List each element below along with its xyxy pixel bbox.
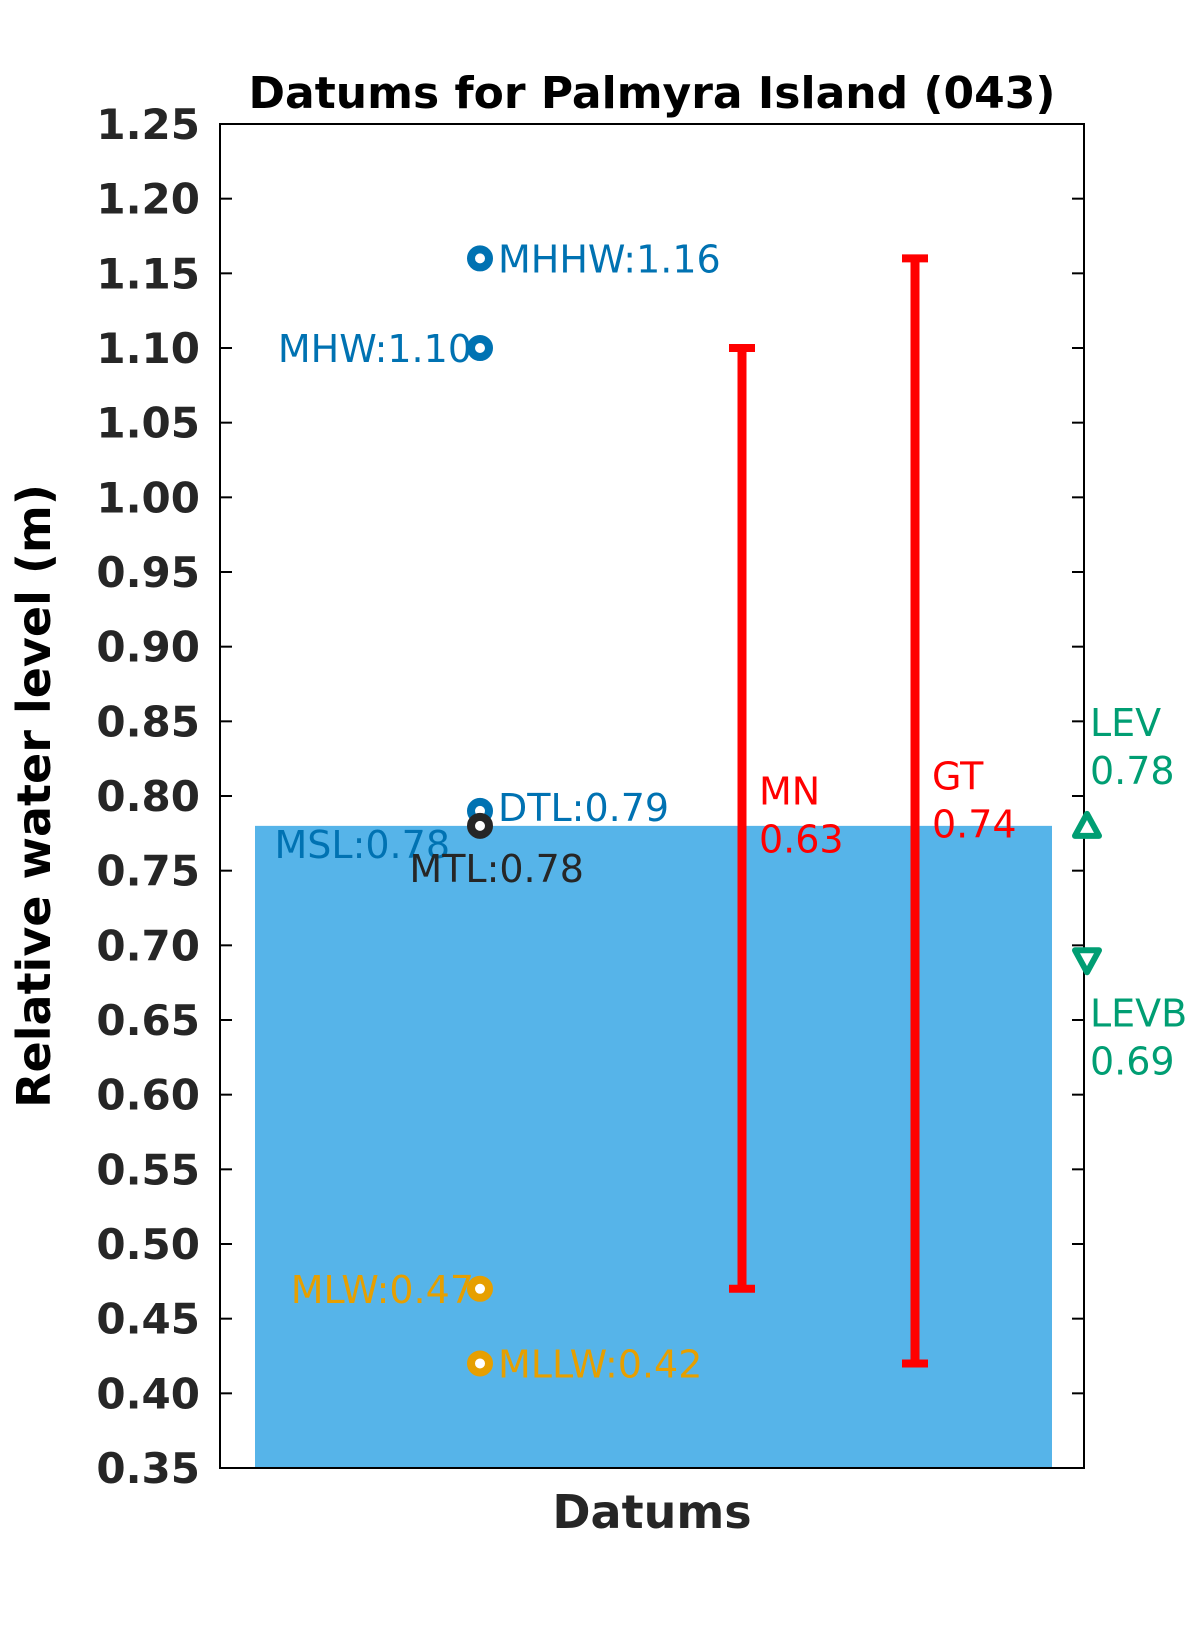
label-mhw: MHW:1.10 — [278, 327, 472, 371]
y-tick-label: 0.70 — [96, 921, 200, 970]
y-tick-label: 0.80 — [96, 772, 200, 821]
range-value-mn: 0.63 — [759, 817, 844, 861]
y-tick-label: 1.00 — [96, 473, 200, 522]
label-name-levb: LEVB — [1090, 991, 1187, 1035]
range-name-gt: GT — [932, 754, 984, 798]
label-value-levb: 0.69 — [1090, 1039, 1175, 1083]
label-value-lev: 0.78 — [1090, 749, 1175, 793]
marker-mhw — [467, 335, 493, 361]
range-value-gt: 0.74 — [932, 802, 1017, 846]
label-name-lev: LEV — [1090, 701, 1161, 745]
marker-mlw — [467, 1275, 493, 1302]
y-tick-label: 1.05 — [96, 399, 200, 448]
x-axis-label: Datums — [552, 1485, 751, 1539]
y-tick-label: 0.65 — [96, 996, 200, 1045]
marker-levb — [1072, 947, 1102, 976]
label-dtl: DTL:0.79 — [498, 786, 669, 830]
marker-mtl — [467, 812, 493, 839]
y-tick-label: 0.55 — [96, 1145, 200, 1194]
chart-title: Datums for Palmyra Island (043) — [249, 68, 1056, 119]
marker-lev — [1072, 810, 1102, 839]
plot-area: 0.35 0.40 0.45 0.50 0.55 0.60 0.65 0.70 0.75 0.80… — [96, 100, 1187, 1493]
label-mllw: MLLW:0.42 — [498, 1342, 702, 1386]
y-tick-label: 0.60 — [96, 1071, 200, 1120]
y-tick-label: 1.20 — [96, 175, 200, 224]
range-name-mn: MN — [759, 769, 820, 813]
y-tick-label: 0.45 — [96, 1295, 200, 1344]
marker-mllw — [467, 1350, 493, 1377]
y-tick-label: 0.85 — [96, 697, 200, 746]
y-tick-label: 1.25 — [96, 100, 200, 149]
label-mlw: MLW:0.47 — [291, 1268, 474, 1312]
label-mtl: MTL:0.78 — [409, 847, 584, 891]
y-axis-label: Relative water level (m) — [7, 484, 61, 1108]
y-tick-label: 1.10 — [96, 324, 200, 373]
y-tick-label: 0.90 — [96, 623, 200, 672]
label-msl: MSL:0.78 — [275, 823, 451, 867]
y-tick-label: 1.15 — [96, 249, 200, 298]
marker-mhhw — [467, 245, 493, 272]
y-tick-label: 0.75 — [96, 847, 200, 896]
label-mhhw: MHHW:1.16 — [498, 237, 721, 281]
y-tick-label: 0.95 — [96, 548, 200, 597]
y-tick-label: 0.50 — [96, 1220, 200, 1269]
y-tick-label: 0.35 — [96, 1444, 200, 1493]
y-tick-label: 0.40 — [96, 1369, 200, 1418]
